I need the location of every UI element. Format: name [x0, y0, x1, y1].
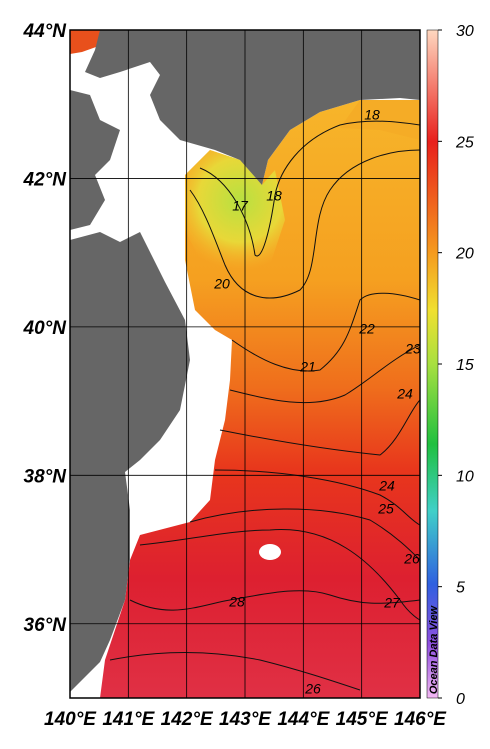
- x-tick-label: 140°E: [44, 709, 97, 730]
- contour-label: 17: [232, 198, 249, 214]
- land: [85, 30, 420, 185]
- contour-label: 23: [404, 341, 421, 357]
- map-area: 18 17 18 20 22 23 21 24 24 25 26 27 28 2…: [70, 30, 421, 698]
- contour-label: 22: [358, 321, 375, 337]
- contour-label: 21: [299, 359, 316, 375]
- contour-label: 27: [383, 595, 401, 611]
- contour-label: 26: [403, 551, 420, 567]
- contour-label: 28: [228, 594, 245, 610]
- credit: Ocean Data View: [428, 604, 440, 694]
- contour-label: 24: [378, 478, 395, 494]
- land: [70, 232, 190, 692]
- colorbar: [426, 29, 439, 699]
- contour: [129, 590, 420, 611]
- x-tick-label: 142°E: [161, 709, 214, 730]
- contour-label: 18: [266, 188, 282, 204]
- land: [70, 90, 120, 230]
- contour: [189, 508, 420, 561]
- contour-label: 25: [377, 501, 394, 517]
- colorbar-label: 20: [455, 246, 474, 263]
- sea-patch: [340, 100, 420, 140]
- colorbar-label: 0: [456, 691, 465, 708]
- y-tick-label: 44°N: [23, 21, 68, 42]
- colorbar-label: 25: [455, 134, 474, 151]
- contour-label: 18: [364, 107, 380, 123]
- contour: [189, 149, 420, 299]
- y-tick-label: 36°N: [24, 615, 68, 636]
- colorbar-label: 15: [456, 357, 474, 374]
- x-tick-label: 146°E: [394, 709, 447, 730]
- y-tick-label: 40°N: [23, 318, 68, 339]
- x-tick-label: 141°E: [102, 709, 155, 730]
- contour: [214, 469, 420, 526]
- contour-label: 24: [396, 386, 413, 402]
- y-tick-label: 38°N: [24, 466, 68, 487]
- contour: [109, 652, 361, 691]
- contour: [139, 529, 420, 621]
- no-data: [259, 544, 281, 560]
- colorbar-label: 30: [456, 23, 474, 40]
- contour-label: 20: [213, 276, 230, 292]
- y-tick-label: 42°N: [23, 169, 68, 190]
- colorbar-label: 5: [456, 580, 465, 597]
- cold-water: [185, 150, 285, 280]
- contour: [231, 292, 420, 372]
- x-tick-label: 143°E: [219, 709, 272, 730]
- sea-field: [100, 100, 420, 698]
- plot-frame: [69, 29, 421, 699]
- contour: [199, 120, 420, 257]
- colorbar-label: 10: [456, 468, 474, 485]
- contour: [229, 344, 420, 404]
- grid: [70, 30, 420, 698]
- x-tick-label: 145°E: [336, 709, 389, 730]
- contour: [219, 399, 420, 456]
- contour-label: 26: [304, 681, 321, 697]
- x-tick-label: 144°E: [277, 709, 330, 730]
